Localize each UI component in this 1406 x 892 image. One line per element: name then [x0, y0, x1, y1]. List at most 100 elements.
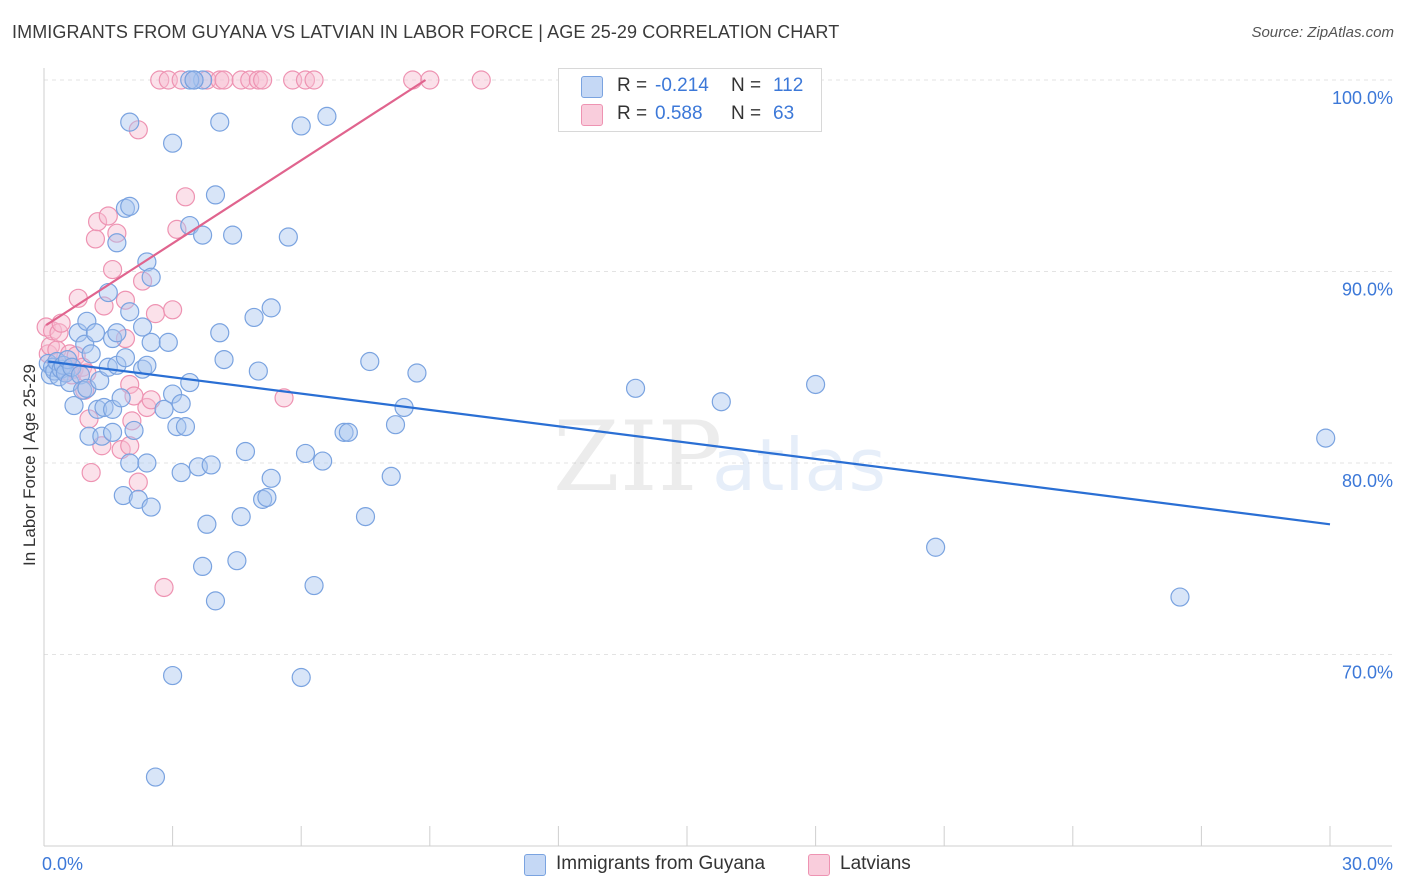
guyana-point — [317, 106, 337, 126]
latvians-points — [36, 70, 667, 598]
legend-swatch-pink — [581, 104, 603, 126]
guyana-point — [360, 351, 380, 372]
trend-lines — [45, 79, 1331, 526]
legend-swatch-blue — [581, 76, 603, 98]
guyana-trend-line — [48, 360, 1331, 526]
guyana-point — [711, 392, 731, 412]
legend-n-label: N = — [731, 103, 762, 124]
guyana-point — [137, 453, 157, 473]
guyana-point — [184, 70, 204, 90]
guyana-point — [158, 332, 178, 352]
latvians-point — [87, 212, 108, 232]
guyana-point — [120, 453, 140, 473]
guyana-point — [210, 112, 230, 132]
gridlines — [44, 79, 1392, 655]
stats-legend: R = -0.214 N = 112 R = 0.588 N = 63 — [558, 68, 822, 132]
latvians-point — [214, 70, 234, 90]
y-tick-label: 90.0% — [1342, 280, 1393, 300]
legend-n-value: 63 — [773, 103, 795, 124]
latvians-point — [49, 323, 69, 343]
guyana-point — [141, 497, 161, 517]
guyana-point — [313, 451, 333, 471]
guyana-point — [278, 227, 298, 247]
series-legend: Immigrants from Guyana Latvians — [0, 852, 1406, 878]
watermark-zip: ZIP — [553, 401, 722, 513]
legend-label-latvians: Latvians — [840, 853, 911, 874]
guyana-point — [235, 441, 256, 462]
guyana-point — [197, 514, 217, 534]
axes — [43, 68, 1392, 847]
guyana-point — [1316, 428, 1336, 448]
guyana-point — [214, 349, 234, 370]
latvians-point — [141, 390, 161, 410]
guyana-point — [120, 196, 140, 216]
guyana-point — [115, 348, 136, 368]
guyana-point — [145, 767, 166, 787]
latvians-point — [128, 472, 148, 492]
y-tick-label: 80.0% — [1342, 471, 1393, 491]
guyana-point — [92, 426, 112, 446]
latvians-point — [120, 436, 140, 456]
latvians-point — [154, 577, 174, 598]
y-axis-label: In Labor Force | Age 25-29 — [20, 364, 39, 566]
guyana-points — [38, 70, 1336, 787]
latvians-trend-line — [45, 79, 427, 327]
tick-labels: 70.0% 80.0% 90.0% 100.0% 0.0% 30.0% — [42, 88, 1393, 874]
guyana-point — [210, 323, 230, 343]
latvians-point — [403, 70, 423, 90]
guyana-point — [141, 267, 161, 287]
guyana-point — [205, 185, 226, 205]
guyana-point — [175, 417, 196, 437]
guyana-point — [295, 443, 316, 464]
guyana-point — [248, 361, 268, 381]
guyana-point — [244, 307, 264, 328]
guyana-point — [180, 372, 200, 393]
guyana-point — [193, 556, 213, 577]
guyana-point — [120, 112, 140, 132]
latvians-point — [471, 70, 491, 90]
legend-swatch-pink — [808, 854, 830, 876]
guyana-point — [223, 225, 243, 245]
latvians-point — [420, 70, 440, 90]
legend-n-value: 112 — [773, 75, 804, 96]
latvians-point — [102, 259, 123, 280]
guyana-point — [107, 323, 127, 343]
latvians-point — [304, 70, 324, 90]
legend-r-value: -0.214 — [655, 75, 709, 96]
latvians-point — [51, 313, 71, 333]
guyana-point — [926, 537, 946, 557]
guyana-point — [625, 378, 646, 398]
latvians-point — [81, 462, 101, 483]
latvians-point — [98, 206, 118, 226]
guyana-point — [180, 70, 200, 90]
latvians-point — [115, 290, 136, 310]
guyana-point — [201, 455, 221, 475]
guyana-point — [227, 551, 247, 571]
latvians-point — [167, 219, 187, 239]
latvians-point — [122, 411, 142, 431]
guyana-point — [407, 363, 427, 383]
guyana-point — [163, 665, 183, 686]
guyana-point — [261, 468, 281, 488]
latvians-point — [210, 70, 230, 90]
guyana-point — [137, 355, 157, 375]
y-tick-label: 70.0% — [1342, 663, 1393, 683]
guyana-point — [124, 420, 144, 441]
guyana-point — [1170, 587, 1190, 607]
guyana-point — [132, 317, 153, 337]
guyana-point — [81, 344, 101, 364]
guyana-point — [141, 332, 161, 352]
legend-n-label: N = — [731, 75, 762, 96]
guyana-point — [107, 233, 127, 253]
guyana-point — [64, 395, 84, 416]
guyana-point — [85, 323, 106, 343]
guyana-point — [338, 422, 358, 442]
guyana-point — [90, 371, 110, 391]
legend-row-guyana: R = -0.214 N = 112 — [559, 72, 821, 100]
legend-row-latvians: R = 0.588 N = 63 — [559, 100, 821, 128]
latvians-point — [248, 70, 268, 90]
latvians-point — [120, 374, 140, 395]
legend-swatch-blue — [524, 854, 546, 876]
legend-r-label: R = — [617, 103, 648, 124]
latvians-point — [163, 300, 183, 320]
